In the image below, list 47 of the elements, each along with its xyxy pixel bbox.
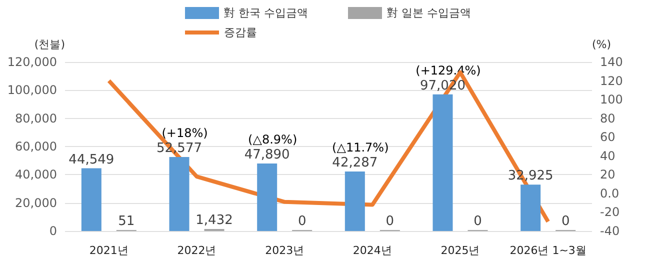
legend-label: 對 한국 수입금액 [224, 6, 308, 20]
legend-label: 對 일본 수입금액 [386, 6, 471, 20]
y-tick-label: 60,000 [15, 140, 57, 154]
bar [432, 94, 453, 231]
y-axis-title: (천불) [34, 38, 65, 51]
data-label: 1,432 [196, 212, 233, 228]
data-label: 44,549 [68, 152, 114, 168]
y2-axis-title: (%) [592, 38, 612, 51]
legend-label: 증감률 [224, 26, 257, 39]
y2-tick-label: 140 [600, 55, 623, 69]
y-tick-label: 80,000 [15, 111, 57, 126]
y-tick-label: 120,000 [7, 55, 57, 69]
annotation: (△11.7%) [332, 140, 389, 154]
y2-tick-label: -40 [600, 224, 620, 238]
y2-tick-label: 40 [600, 148, 616, 163]
y2-tick-label: -20 [600, 205, 620, 220]
x-tick-label: 2023년 [265, 244, 304, 257]
data-label: 42,287 [332, 155, 378, 170]
bar [344, 171, 365, 231]
y2-tick-label: 80 [600, 111, 616, 126]
x-tick-label: 2022년 [177, 244, 216, 257]
annotation: (△8.9%) [248, 132, 298, 147]
x-tick-label: 2025년 [440, 244, 480, 257]
bar [257, 164, 278, 231]
data-label: 0 [386, 214, 394, 229]
y2-tick-label: 20 [600, 168, 616, 182]
annotation: (+18%) [162, 126, 208, 140]
x-tick-label: 2024년 [352, 244, 392, 257]
bar [169, 156, 190, 231]
y-tick-label: 20,000 [15, 196, 57, 210]
y-tick-label: 100,000 [7, 83, 57, 98]
y2-tick-label: 60 [600, 130, 616, 144]
x-tick-label: 2026년 1~3월 [510, 244, 586, 257]
data-label: 51 [118, 214, 135, 229]
data-label: 0 [298, 214, 306, 229]
y2-tick-label: 100 [600, 92, 623, 107]
bar [81, 168, 102, 231]
bar [520, 184, 541, 231]
x-tick-label: 2021년 [89, 244, 128, 257]
y-tick-label: 40,000 [15, 168, 57, 182]
data-label: 47,890 [244, 148, 290, 163]
y2-tick-label: 0.0 [600, 186, 620, 200]
y-tick-label: 0 [49, 224, 57, 238]
data-label: 0 [474, 214, 482, 229]
annotation: (+129.4%) [416, 63, 481, 78]
y2-tick-label: 120 [600, 74, 623, 88]
data-label: 0 [561, 214, 570, 229]
